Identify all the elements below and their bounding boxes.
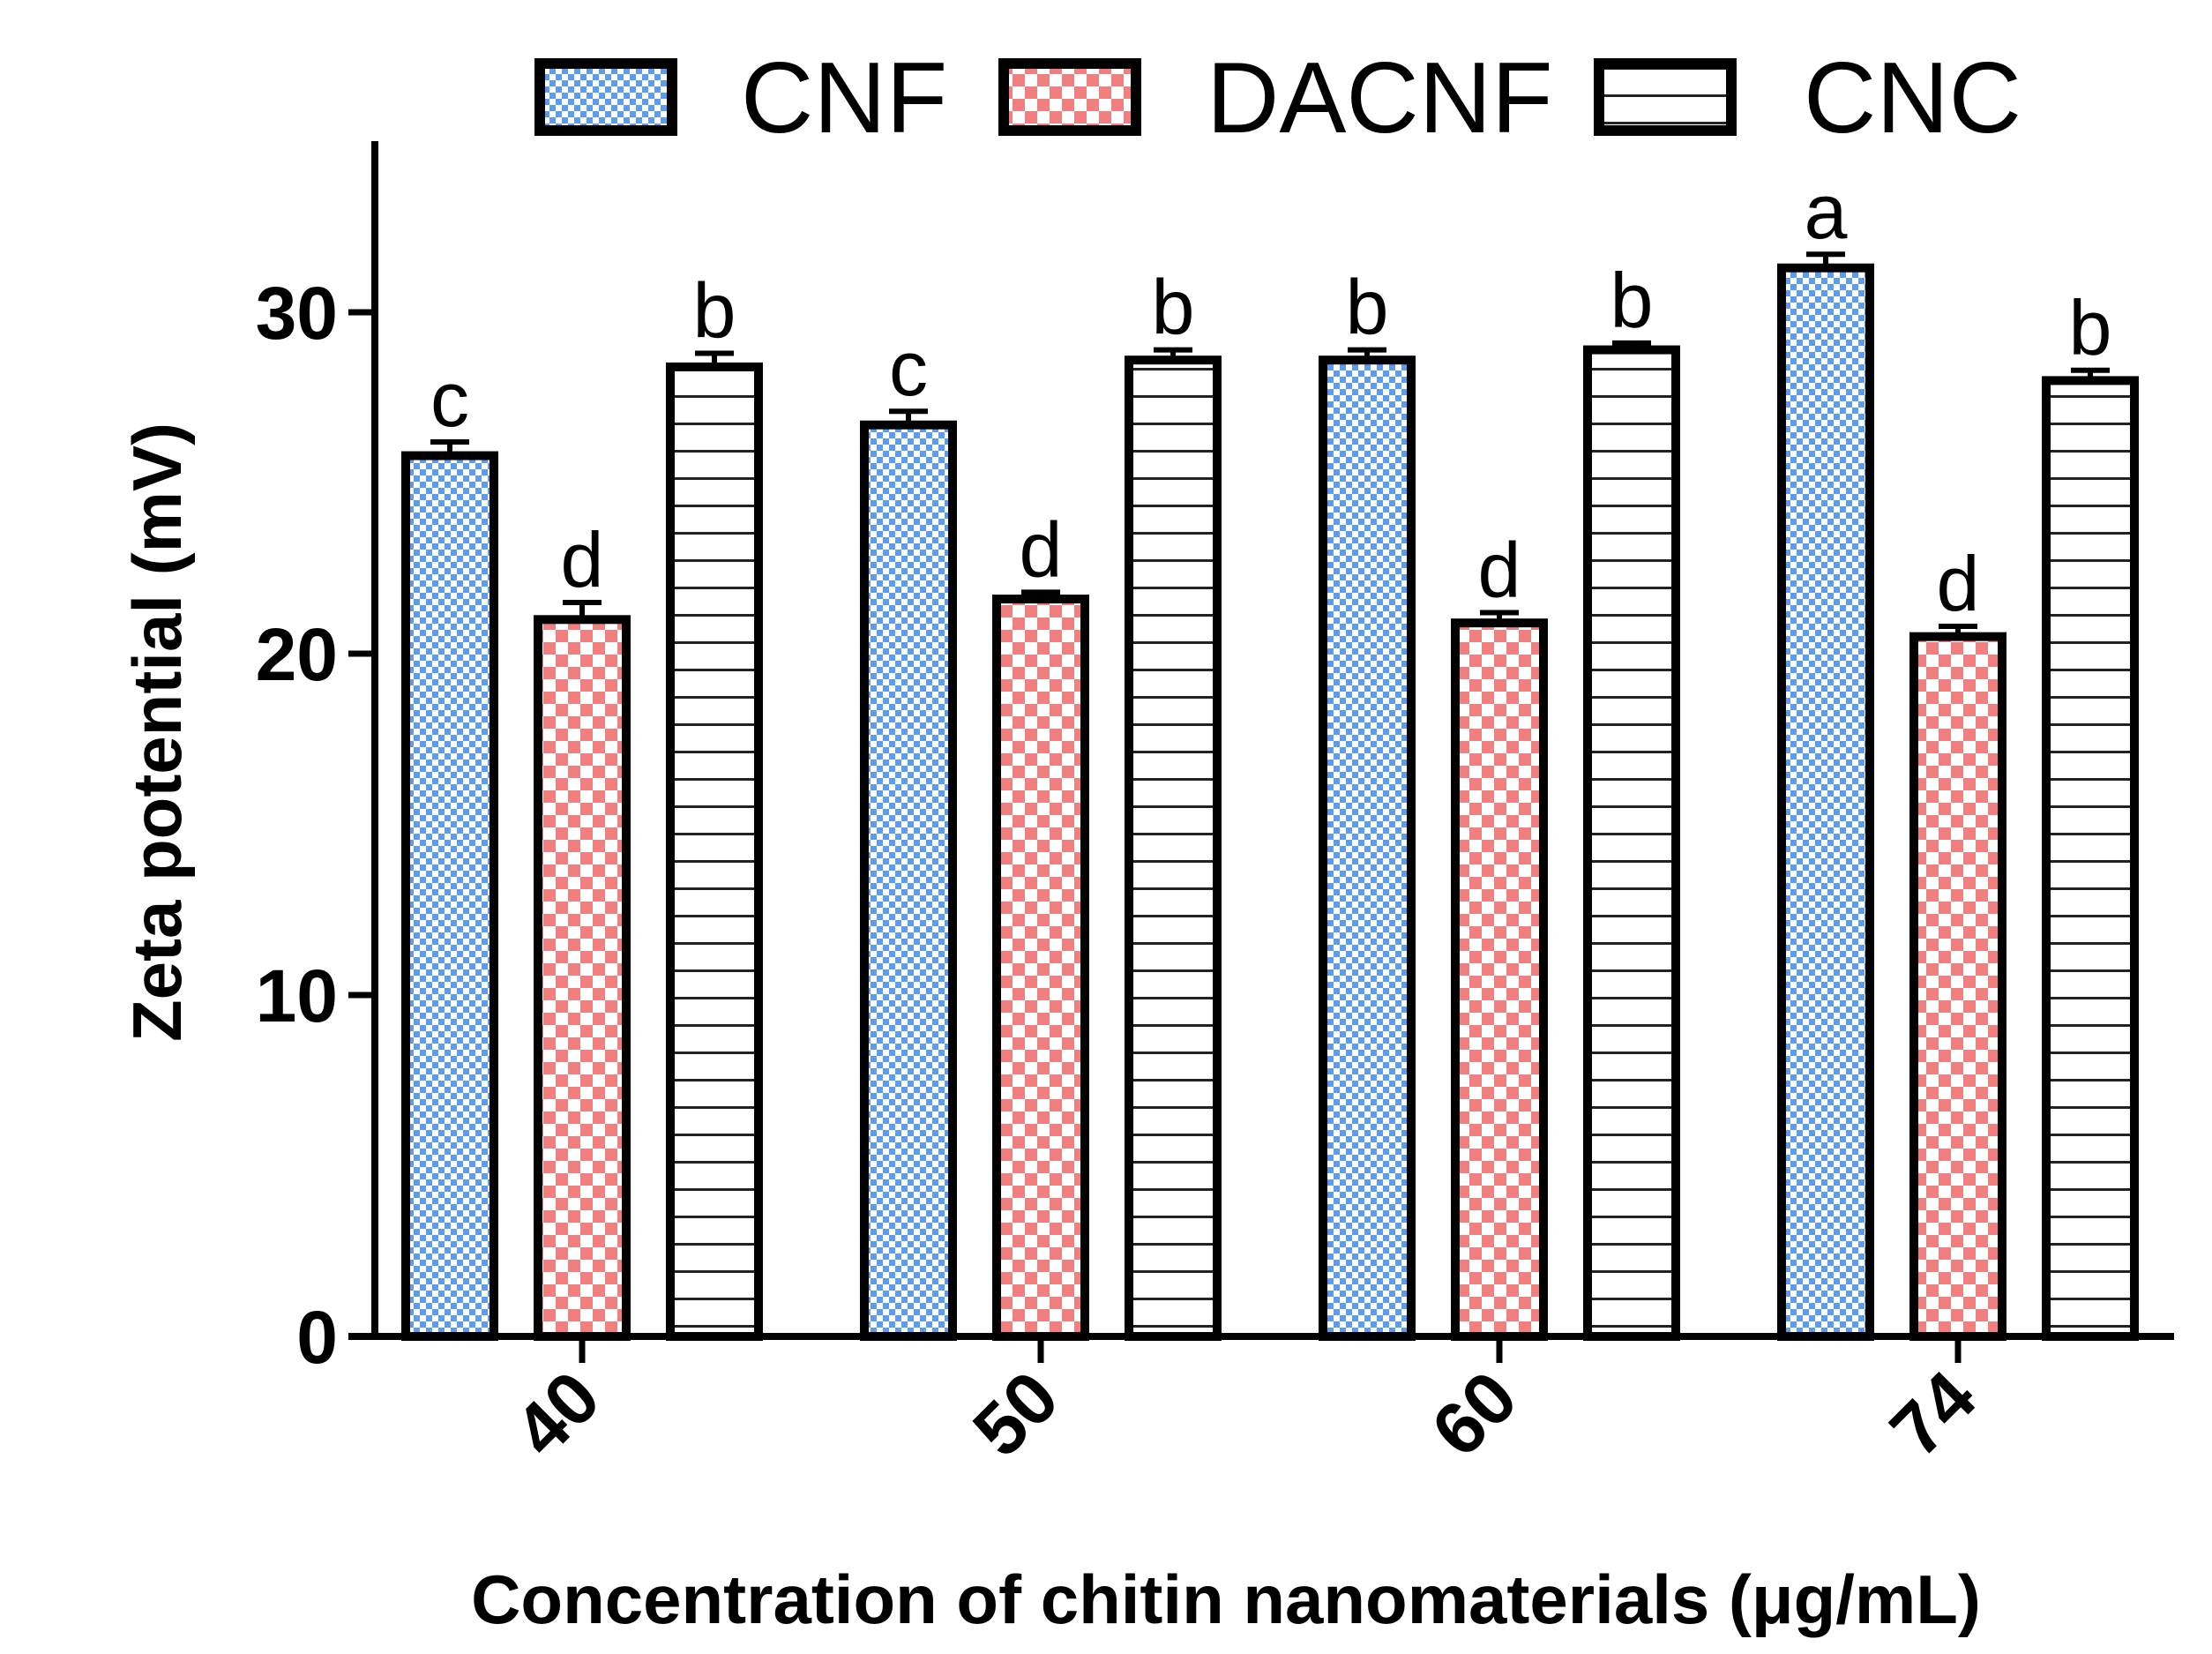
bar-group: b [666, 266, 763, 1341]
bar-cnf [401, 451, 498, 1341]
significance-label: d [561, 516, 604, 603]
legend-swatch-dacnf [998, 58, 1141, 136]
significance-label: b [1346, 264, 1389, 351]
y-tick-label: 0 [296, 1296, 338, 1379]
legend-label: CNC [1804, 42, 2021, 154]
y-tick-label: 10 [256, 954, 338, 1037]
y-tick-label: 30 [256, 272, 338, 355]
bar-cnc [1125, 355, 1222, 1341]
significance-label: c [430, 355, 469, 443]
significance-label: d [1020, 505, 1063, 593]
bar-group: d [992, 505, 1089, 1341]
bar-dacnf [1909, 632, 2006, 1341]
legend-label: CNF [741, 42, 947, 154]
significance-label: b [1610, 257, 1654, 344]
bar-group: b [1583, 257, 1680, 1342]
bar-cnc [2042, 376, 2139, 1341]
x-axis-title: Concentration of chitin nanomaterials (μ… [471, 1560, 1981, 1638]
x-tick-label: 74 [1874, 1355, 1992, 1472]
significance-label: a [1805, 168, 1848, 255]
significance-label: d [1478, 527, 1521, 614]
bar-cnf [860, 420, 957, 1342]
bar-dacnf [534, 615, 631, 1341]
x-tick-label: 60 [1416, 1355, 1533, 1472]
bar-group: c [401, 355, 498, 1341]
y-axis-title: Zeta potential (mV) [118, 423, 196, 1042]
bar-dacnf [992, 595, 1089, 1341]
bar-group: d [1909, 540, 2006, 1341]
y-tick-label: 20 [256, 613, 338, 696]
legend: CNF DACNF CNC [534, 42, 2021, 154]
bar-group: d [534, 516, 631, 1341]
legend-swatch-cnc [1594, 58, 1737, 136]
significance-label: b [2069, 284, 2112, 371]
bar-group: b [1125, 264, 1222, 1341]
significance-label: d [1937, 540, 1980, 627]
bar-cnc [666, 362, 763, 1341]
x-tick-label: 50 [957, 1355, 1074, 1472]
legend-swatch-cnf [534, 58, 677, 136]
bar-cnc [1583, 345, 1680, 1342]
bar-group: d [1451, 527, 1548, 1341]
bar-dacnf [1451, 618, 1548, 1341]
significance-label: b [1152, 264, 1195, 351]
legend-label: DACNF [1207, 42, 1553, 154]
significance-label: b [693, 266, 736, 354]
bar-cnf [1319, 355, 1416, 1341]
bar-group: c [860, 325, 957, 1342]
bars: c c b a d d d d b b b b [401, 168, 2139, 1342]
significance-label: c [889, 325, 928, 412]
bar-group: a [1777, 168, 1874, 1342]
x-tick-label: 40 [498, 1355, 616, 1472]
bar-cnf [1777, 263, 1874, 1342]
bar-group: b [1319, 264, 1416, 1341]
bar-group: b [2042, 284, 2139, 1341]
